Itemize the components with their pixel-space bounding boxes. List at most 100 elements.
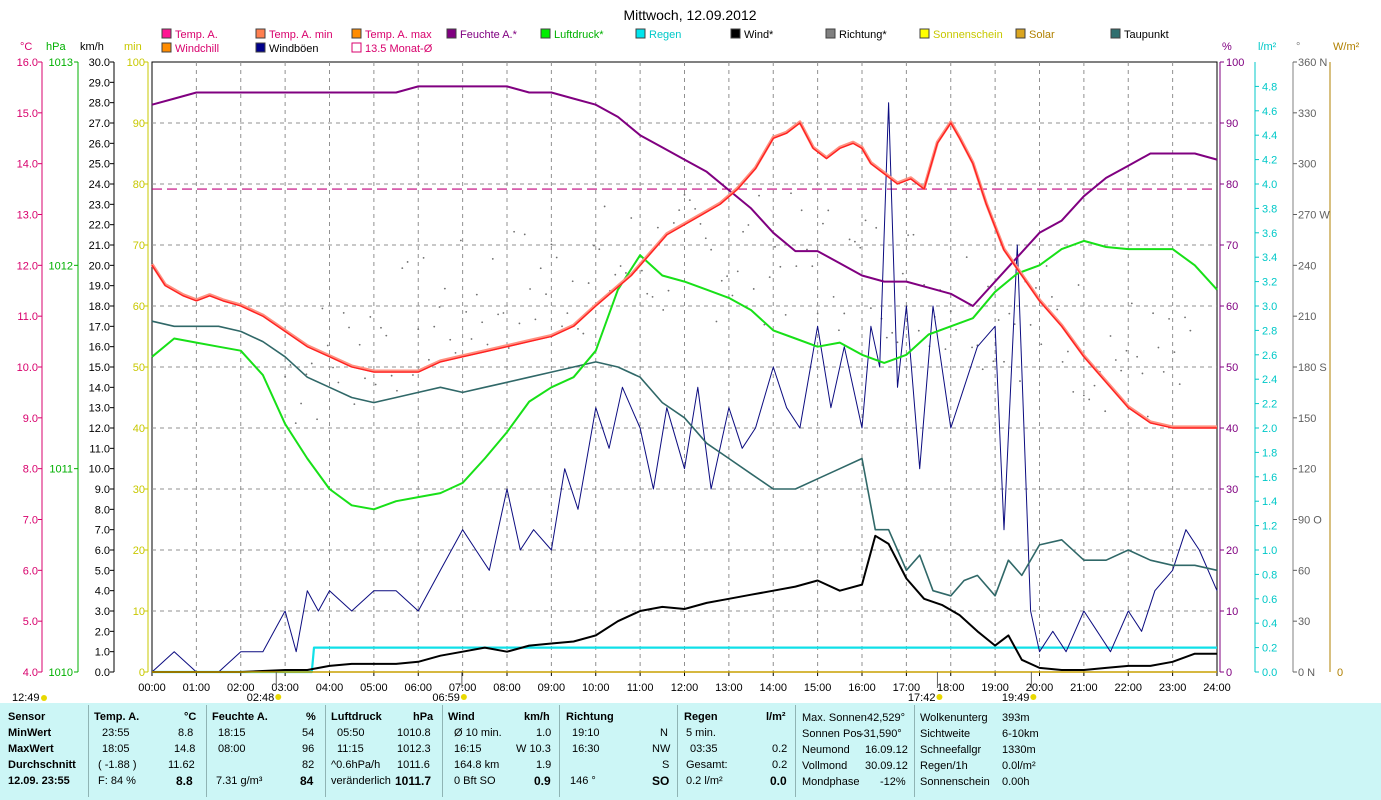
direction-point [790, 192, 792, 195]
direction-point [1088, 398, 1091, 401]
pressure-line [151, 239, 1218, 511]
legend-label: Sonnenschein [933, 29, 1003, 41]
temp-max-time: 18:05 [102, 743, 130, 755]
rain-tick-label: 3.8 [1262, 203, 1277, 215]
wind-tick-label: 5.0 [95, 565, 110, 577]
weather-label-4: Sonnenschein [920, 776, 990, 788]
wind-tick-label: 12.0 [89, 423, 110, 435]
direction-point [875, 226, 878, 229]
legend-swatch [730, 28, 741, 39]
direction-point [646, 292, 649, 295]
direction-point [310, 362, 313, 365]
direction-point [491, 258, 494, 260]
wind-tick-label: 24.0 [89, 179, 110, 191]
rain-tick-label: 0.8 [1262, 569, 1277, 581]
direction-point [374, 383, 377, 386]
direction-point [1056, 308, 1059, 311]
direction-point [475, 293, 478, 296]
humidity-min-time: 18:15 [218, 727, 246, 739]
direction-point [651, 295, 654, 298]
wind-average-line [152, 534, 1217, 673]
weather-chart: Mittwoch, 12.09.2012 Temp. A. Temp. A. min… [12, 7, 1360, 703]
marker-label: 02:48 [247, 692, 275, 703]
temp-max-value: 14.8 [174, 743, 196, 755]
legend-label: Temp. A. [175, 29, 218, 41]
temp-tick-label: 7.0 [23, 515, 38, 527]
direction-min-value: N [660, 727, 668, 739]
temp-avg-value: 11.62 [168, 759, 195, 771]
pressure-header: Luftdruck [331, 711, 382, 723]
current-label: 12.09. 23:55 [8, 775, 70, 787]
astro-label-0: Max. Sonnen [802, 712, 867, 724]
rain-tick-label: 2.0 [1262, 423, 1277, 435]
rain-tick-label: 3.2 [1262, 277, 1277, 289]
rain-tick-label: 1.6 [1262, 472, 1277, 484]
direction-point [949, 310, 952, 313]
pressure-unit-label: hPa [46, 41, 66, 53]
rain-tick-label: 1.0 [1262, 545, 1277, 557]
direction-tick-label: 210 [1298, 311, 1316, 323]
direction-point [885, 336, 888, 339]
temp-feel: F: 84 % [98, 775, 136, 787]
humidity-unit: % [306, 711, 316, 723]
marker-label: 06:59 [432, 692, 460, 703]
temp-tick-label: 8.0 [23, 464, 38, 476]
pressure-unit: hPa [413, 711, 434, 723]
direction-point [1184, 316, 1186, 319]
x-tick-label: 24:00 [1203, 682, 1231, 694]
humidity-unit-label: % [1222, 41, 1232, 53]
direction-point [896, 341, 899, 344]
marker-label: 19:49 [1002, 692, 1030, 703]
direction-point [699, 223, 702, 225]
direction-point [859, 246, 862, 249]
wind-unit-label: km/h [80, 41, 104, 53]
rain-tick-label: 4.0 [1262, 179, 1277, 191]
astro-value-1: -31,590° [860, 728, 902, 740]
pressure-min-time: 05:50 [337, 727, 365, 739]
direction-point [1189, 329, 1192, 332]
dewpoint-line [151, 320, 1218, 597]
direction-point [598, 248, 601, 251]
direction-point [364, 377, 366, 380]
wind-tick-label: 21.0 [89, 240, 110, 252]
direction-tick-label: 0 N [1298, 667, 1315, 679]
direction-point [529, 288, 531, 290]
direction-point [1035, 287, 1037, 289]
weather-value-4: 0.00h [1002, 776, 1030, 788]
direction-point [1082, 394, 1085, 397]
rain-tick-label: 2.8 [1262, 325, 1277, 337]
rain-max-time: 03:35 [690, 743, 718, 755]
wind-tick-label: 11.0 [89, 443, 110, 455]
legend-swatch [255, 42, 266, 53]
direction-point [465, 311, 468, 313]
direction-point [1003, 360, 1005, 363]
direction-point [1146, 415, 1149, 418]
direction-point [1077, 284, 1080, 286]
rain-tick-label: 2.2 [1262, 399, 1277, 411]
direction-max-time: 16:30 [572, 743, 600, 755]
direction-point [619, 265, 622, 267]
legend-swatch [1110, 28, 1121, 39]
direction-point [555, 256, 558, 259]
direction-point [566, 312, 569, 315]
astro-label-4: Mondphase [802, 776, 860, 788]
direction-point [784, 314, 787, 316]
direction-point [545, 293, 547, 296]
direction-point [731, 294, 734, 297]
direction-point [800, 209, 803, 212]
direction-point [454, 351, 457, 354]
legend-swatch [161, 28, 172, 39]
legend-label: Feuchte A.* [460, 29, 518, 41]
temp-tick-label: 14.0 [17, 159, 38, 171]
wind-tick-label: 0.0 [95, 667, 110, 679]
rain-unit-label: l/m² [1258, 41, 1277, 53]
direction-point [843, 312, 846, 315]
sun-marker-icon [275, 694, 282, 700]
astro-value-4: -12% [880, 776, 906, 788]
temp-line [151, 122, 1217, 429]
sensor-header: Sensor [8, 711, 46, 723]
weather-value-0: 393m [1002, 712, 1030, 724]
humidity-tick-label: 50 [1226, 362, 1238, 374]
direction-tick-label: 60 [1298, 565, 1310, 577]
astro-label-1: Sonnen Pos [802, 728, 862, 740]
